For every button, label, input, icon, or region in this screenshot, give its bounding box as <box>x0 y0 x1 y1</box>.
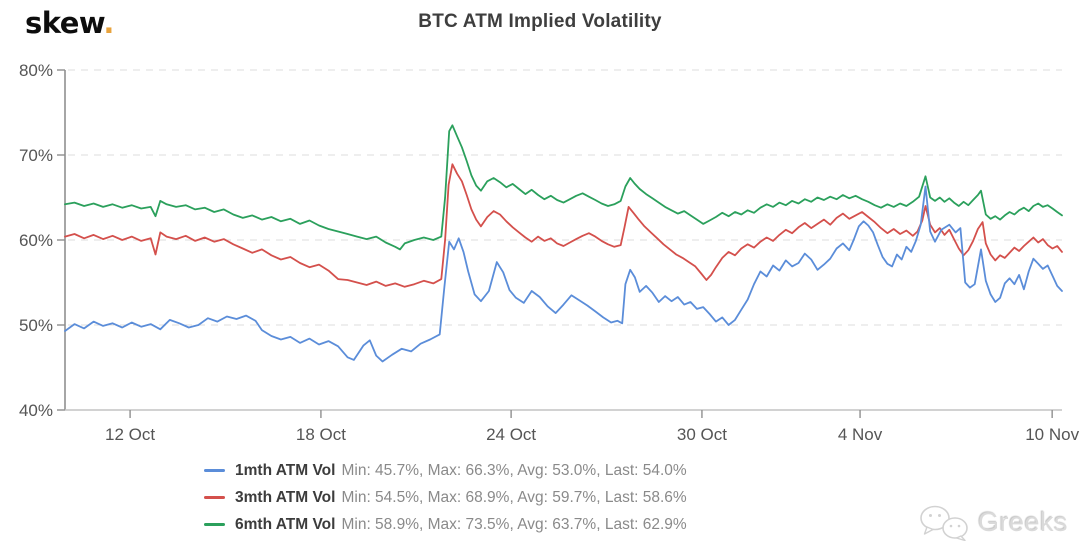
volatility-chart-canvas[interactable]: 40% 50% 60% 70% 80% 12 Oct 18 Oct 24 Oct 30 Oct 4… <box>0 0 1080 455</box>
series-line-6mth[interactable] <box>64 124 1063 251</box>
legend-swatch-1mth-icon <box>204 469 225 472</box>
legend-stats-1mth: Min: 45.7%, Max: 66.3%, Avg: 53.0%, Last… <box>341 461 687 479</box>
y-tick-label-80: 80% <box>19 61 53 80</box>
legend-label-1mth: 1mth ATM Vol <box>235 461 336 479</box>
legend-swatch-6mth-icon <box>204 523 225 526</box>
legend-label-6mth: 6mth ATM Vol <box>235 515 336 533</box>
x-tick-label-4 Nov: 4 Nov <box>838 425 883 444</box>
legend-stats-3mth: Min: 54.5%, Max: 68.9%, Avg: 59.7%, Last… <box>341 488 687 506</box>
legend-label-3mth: 3mth ATM Vol <box>235 488 336 506</box>
y-tick-label-40: 40% <box>19 401 53 420</box>
skew-logo: skew. <box>25 6 114 40</box>
legend-stats-6mth: Min: 58.9%, Max: 73.5%, Avg: 63.7%, Last… <box>341 515 687 533</box>
legend-item-3mth[interactable]: 3mth ATM Vol Min: 54.5%, Max: 68.9%, Avg… <box>204 484 687 511</box>
greeks-watermark: Greeks <box>918 504 1068 541</box>
y-tick-label-70: 70% <box>19 146 53 165</box>
chart-title: BTC ATM Implied Volatility <box>418 11 662 32</box>
x-tick-label-12 Oct: 12 Oct <box>105 425 155 444</box>
y-tick-label-60: 60% <box>19 231 53 250</box>
x-tick-label-18 Oct: 18 Oct <box>296 425 346 444</box>
logo-text: skew <box>25 6 104 40</box>
legend-item-1mth[interactable]: 1mth ATM Vol Min: 45.7%, Max: 66.3%, Avg… <box>204 457 687 484</box>
x-tick-label-30 Oct: 30 Oct <box>677 425 727 444</box>
series-line-3mth[interactable] <box>64 163 1063 288</box>
chart-legend: 1mth ATM Vol Min: 45.7%, Max: 66.3%, Avg… <box>204 457 687 538</box>
y-tick-label-50: 50% <box>19 316 53 335</box>
legend-item-6mth[interactable]: 6mth ATM Vol Min: 58.9%, Max: 73.5%, Avg… <box>204 511 687 538</box>
legend-swatch-3mth-icon <box>204 496 225 499</box>
series-line-1mth[interactable] <box>64 185 1063 363</box>
watermark-text: Greeks <box>977 507 1068 537</box>
wechat-icon <box>920 505 968 541</box>
x-tick-label-10 Nov: 10 Nov <box>1025 425 1079 444</box>
x-tick-label-24 Oct: 24 Oct <box>486 425 536 444</box>
logo-dot: . <box>103 6 114 40</box>
